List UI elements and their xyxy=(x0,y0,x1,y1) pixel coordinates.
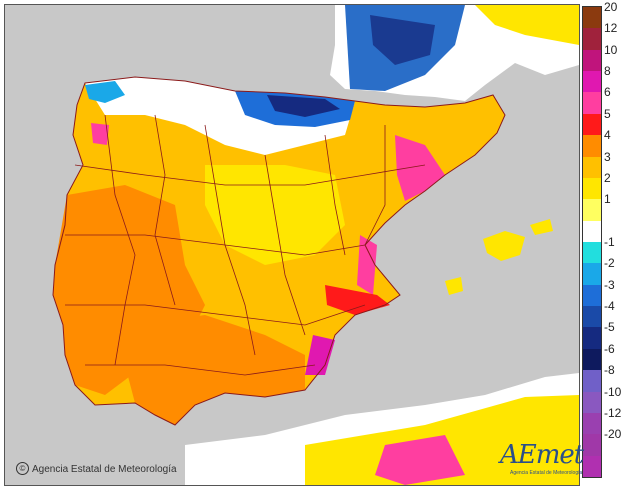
legend-color-cell xyxy=(583,242,601,264)
legend-label: -2 xyxy=(604,256,615,271)
aemet-logo: AEmet xyxy=(500,440,584,470)
color-scale-legend xyxy=(582,6,602,478)
legend-color-cell xyxy=(583,113,601,136)
legend-label: -12 xyxy=(604,405,622,420)
legend-color-cell xyxy=(583,199,601,222)
legend-color-cell xyxy=(583,220,601,243)
legend-label: 4 xyxy=(604,128,611,143)
legend-color-cell xyxy=(583,92,601,115)
legend-color-cell xyxy=(583,7,601,29)
legend-color-cell xyxy=(583,49,601,72)
legend-color-cell xyxy=(583,71,601,93)
valencia-hot-area xyxy=(357,235,377,295)
legend-label: -5 xyxy=(604,320,615,335)
legend-label: 10 xyxy=(604,42,618,57)
legend-label: 12 xyxy=(604,21,618,36)
north-africa-hot xyxy=(375,435,465,485)
province-borders xyxy=(65,114,426,376)
legend-label: -10 xyxy=(604,384,622,399)
legend-label: 3 xyxy=(604,149,611,164)
south-orange-area xyxy=(125,315,305,425)
legend-label: 6 xyxy=(604,85,611,100)
france-very-cold-area xyxy=(370,15,435,65)
france-warm-area xyxy=(475,5,579,45)
legend-color-cell xyxy=(583,412,601,435)
legend-color-cell xyxy=(583,177,601,200)
legend-color-cell xyxy=(583,306,601,328)
menorca-island xyxy=(530,219,553,235)
legend-label: 8 xyxy=(604,64,611,79)
legend-color-cell xyxy=(583,135,601,158)
legend-color-cell xyxy=(583,284,601,307)
galicia-hot-spot xyxy=(91,123,109,145)
legend-label: 20 xyxy=(604,0,618,14)
legend-label: -20 xyxy=(604,427,622,442)
legend-color-cell xyxy=(583,391,601,414)
mallorca-island xyxy=(483,231,525,261)
legend-label: -4 xyxy=(604,299,615,314)
legend-label: 1 xyxy=(604,192,611,207)
iberia-coastline xyxy=(52,76,506,426)
copyright-icon: © xyxy=(16,462,29,475)
temperature-anomaly-map xyxy=(4,4,580,486)
legend-color-cell xyxy=(583,370,601,393)
legend-label: 5 xyxy=(604,106,611,121)
legend-label: -1 xyxy=(604,235,615,249)
legend-label: -8 xyxy=(604,363,615,378)
legend-color-cell xyxy=(583,434,601,457)
legend-color-cell xyxy=(583,348,601,371)
legend-color-cell xyxy=(583,156,601,179)
cantabria-very-cold xyxy=(267,95,340,117)
aemet-logo-subtitle: Agencia Estatal de Meteorología xyxy=(510,470,583,476)
ibiza-island xyxy=(445,277,463,295)
legend-color-cell xyxy=(583,455,601,478)
legend-color-cell xyxy=(583,28,601,51)
copyright-text: Agencia Estatal de Meteorología xyxy=(32,464,177,475)
legend-label: -3 xyxy=(604,277,615,292)
legend-label: -6 xyxy=(604,341,615,356)
map-svg xyxy=(5,5,579,485)
legend-color-cell xyxy=(583,263,601,286)
legend-color-cell xyxy=(583,327,601,350)
legend-label: 2 xyxy=(604,170,611,185)
murcia-hot-area xyxy=(325,285,390,315)
galicia-north-cold xyxy=(85,81,125,103)
